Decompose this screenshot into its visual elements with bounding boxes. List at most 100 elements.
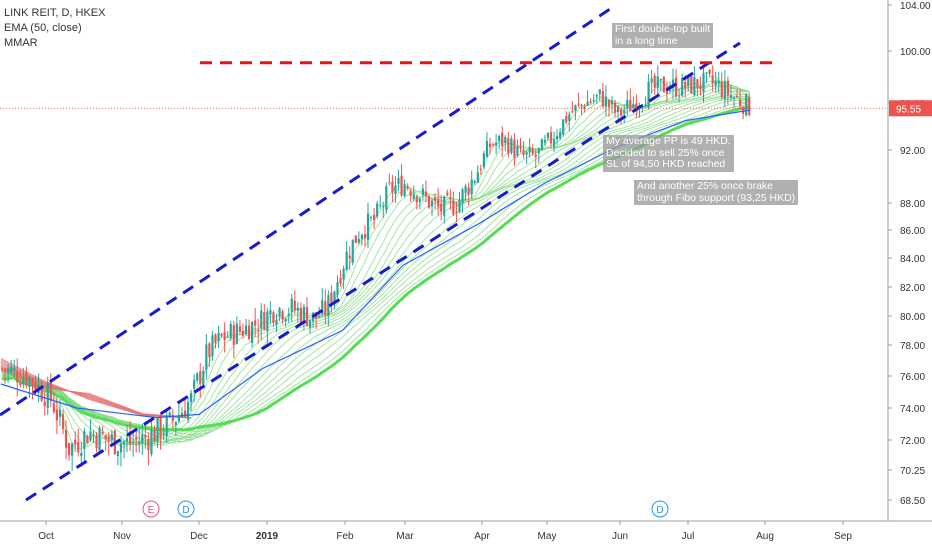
candle-body xyxy=(275,320,278,326)
candle-body xyxy=(577,103,580,105)
candle-body xyxy=(16,371,19,383)
candle-body xyxy=(702,72,705,92)
candle-body xyxy=(400,175,403,196)
candle-body xyxy=(391,181,394,193)
candle-body xyxy=(238,326,241,332)
candle-body xyxy=(476,172,479,183)
candle-body xyxy=(653,75,656,88)
candle-body xyxy=(0,368,4,370)
candle-body xyxy=(394,185,397,195)
candle-body xyxy=(199,371,202,384)
y-tick-label: 88.00 xyxy=(900,199,925,210)
candle-body xyxy=(684,81,687,89)
y-tick-label: 68.50 xyxy=(900,496,925,507)
candle-body xyxy=(348,255,351,259)
y-tick-label: 80.00 xyxy=(900,312,925,323)
candle-body xyxy=(586,101,589,107)
candle-body xyxy=(135,437,138,440)
x-tick-label: Sep xyxy=(834,531,852,542)
candle-body xyxy=(116,451,119,457)
candle-body xyxy=(382,205,385,207)
candle-body xyxy=(601,91,604,107)
candle-body xyxy=(324,301,327,316)
candle-body xyxy=(80,452,83,456)
candle-body xyxy=(617,106,620,113)
event-marker-circle xyxy=(142,500,160,518)
candle-body xyxy=(607,99,611,107)
candle-body xyxy=(49,379,52,401)
legend-mmar[interactable]: MMAR xyxy=(4,37,38,49)
candle-body xyxy=(711,75,714,84)
candle-body xyxy=(235,323,238,344)
last-price-badge xyxy=(889,100,932,117)
candle-body xyxy=(732,97,736,99)
candle-body xyxy=(107,436,110,442)
y-tick-label: 100.00 xyxy=(900,47,931,58)
candle-body xyxy=(125,438,129,442)
annotation-average-price[interactable]: My average PP is 49 HKD. Decided to sell… xyxy=(603,135,734,172)
event-marker[interactable]: D xyxy=(651,500,669,518)
candle-body xyxy=(507,138,510,154)
annotation-fibo-support[interactable]: And another 25% once brake through Fibo … xyxy=(634,180,799,205)
candle-body xyxy=(232,325,235,345)
candle-body xyxy=(678,95,681,97)
candle-body xyxy=(434,197,437,201)
legend-ema[interactable]: EMA (50, close) xyxy=(4,22,82,34)
candle-body xyxy=(589,101,592,103)
candle-body xyxy=(720,81,723,97)
candle-body xyxy=(366,213,370,240)
candle-body xyxy=(287,313,290,317)
candle-body xyxy=(168,412,171,416)
candle-body xyxy=(132,442,135,444)
candle-body xyxy=(138,441,141,445)
candle-body xyxy=(629,99,632,112)
candle-body xyxy=(552,139,556,147)
y-tick-label: 86.00 xyxy=(900,226,925,237)
annotation-double-top[interactable]: First double-top built in a long time xyxy=(612,23,714,48)
candle-body xyxy=(449,197,452,199)
x-tick-label: Dec xyxy=(190,531,208,542)
candle-body xyxy=(635,103,638,112)
candle-body xyxy=(379,204,382,206)
candle-body xyxy=(528,146,531,153)
x-tick-label: Jun xyxy=(612,531,628,542)
y-tick-label: 92.00 xyxy=(900,146,925,157)
mmar-ribbon xyxy=(0,74,750,450)
candle-body xyxy=(409,191,412,196)
drawn-lines xyxy=(0,3,888,502)
candle-body xyxy=(559,131,562,138)
candle-body xyxy=(748,96,751,116)
event-marker-circle xyxy=(651,500,669,518)
candle-body xyxy=(68,442,71,456)
mmar-bear-line xyxy=(0,369,192,419)
candle-body xyxy=(723,81,726,100)
mmar-line xyxy=(1,74,750,450)
y-tick-label: 78.00 xyxy=(900,341,925,352)
candle-body xyxy=(22,377,25,385)
candle-body xyxy=(19,382,22,385)
candle-body xyxy=(293,300,296,311)
legend-symbol[interactable]: LINK REIT, D, HKEX xyxy=(4,7,106,19)
candle-body xyxy=(174,421,177,426)
candle-body xyxy=(583,105,586,109)
event-marker[interactable]: D xyxy=(177,500,195,518)
candle-body xyxy=(745,94,748,116)
candle-body xyxy=(491,144,495,146)
candle-body xyxy=(150,430,153,454)
x-tick-label: May xyxy=(538,531,557,542)
candle-body xyxy=(241,331,245,336)
candle-body xyxy=(549,132,553,144)
candle-body xyxy=(92,433,95,436)
candle-body xyxy=(501,132,504,147)
candle-body xyxy=(620,109,623,116)
candle-body xyxy=(13,367,16,371)
candlestick-series xyxy=(0,65,751,472)
candle-body xyxy=(452,201,455,215)
candle-body xyxy=(369,217,373,219)
candle-body xyxy=(708,70,711,74)
event-marker[interactable]: E xyxy=(142,500,160,518)
event-marker-label: E xyxy=(148,505,155,516)
candle-body xyxy=(376,203,379,217)
